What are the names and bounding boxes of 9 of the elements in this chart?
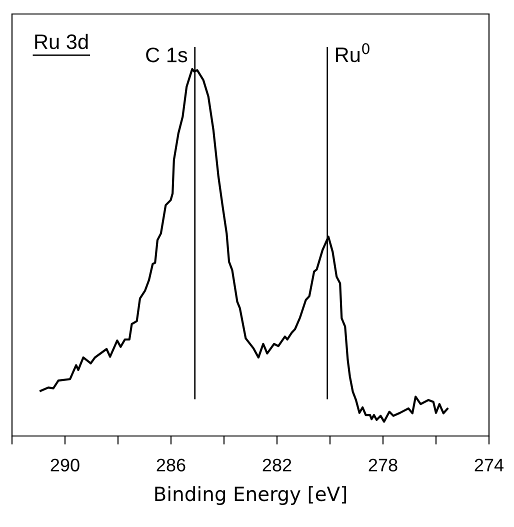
x-tick-label: 290 (50, 458, 80, 472)
x-tick-label: 286 (156, 458, 186, 472)
x-tick-label: 274 (474, 458, 504, 472)
x-axis-title: Binding Energy [eV] (155, 486, 346, 505)
text: Ru 3d (35, 34, 88, 50)
ref-line-label: C 1s (146, 48, 188, 62)
x-tick-label: 278 (368, 458, 398, 472)
x-tick-label: 282 (262, 458, 292, 472)
ref-line-label: Ru$^{0}$ (336, 43, 370, 62)
